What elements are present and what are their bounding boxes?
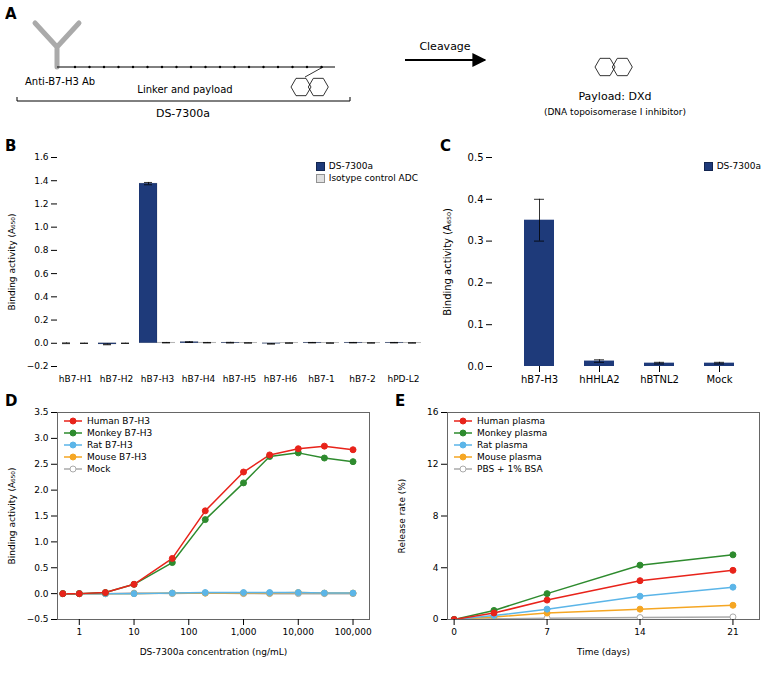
svg-text:0.1: 0.1 bbox=[468, 319, 484, 330]
html-text:E: E bbox=[395, 392, 406, 410]
svg-text:0.2: 0.2 bbox=[468, 277, 484, 288]
svg-text:0.4: 0.4 bbox=[34, 292, 49, 302]
svg-text:−0.5: −0.5 bbox=[27, 614, 49, 624]
svg-text:12: 12 bbox=[427, 459, 438, 469]
svg-text:0.5: 0.5 bbox=[468, 152, 484, 163]
svg-text:Payload: DXd: Payload: DXd bbox=[578, 90, 651, 103]
svg-text:(DNA topoisomerase I inhibitor: (DNA topoisomerase I inhibitor) bbox=[544, 107, 686, 117]
html-text:Monkey plasma: Monkey plasma bbox=[477, 428, 548, 438]
svg-text:0.6: 0.6 bbox=[34, 268, 49, 278]
svg-text:Anti-B7-H3 Ab: Anti-B7-H3 Ab bbox=[25, 76, 95, 87]
html-text:C: C bbox=[440, 137, 451, 155]
html-text:DS-7300a: DS-7300a bbox=[328, 161, 374, 171]
html-text:DS-7300a: DS-7300a bbox=[716, 161, 761, 171]
svg-text:4: 4 bbox=[433, 563, 439, 573]
svg-text:hB7-H2: hB7-H2 bbox=[100, 374, 133, 384]
svg-text:0.2: 0.2 bbox=[34, 315, 48, 325]
svg-text:0.0: 0.0 bbox=[468, 361, 484, 372]
svg-text:Linker and payload: Linker and payload bbox=[137, 84, 232, 95]
html-text:Mouse B7-H3: Mouse B7-H3 bbox=[87, 452, 147, 462]
svg-text:0.3: 0.3 bbox=[468, 235, 484, 246]
svg-text:0: 0 bbox=[451, 627, 457, 637]
svg-text:1.0: 1.0 bbox=[34, 222, 49, 232]
svg-text:hB7-H6: hB7-H6 bbox=[264, 374, 298, 384]
svg-text:2.0: 2.0 bbox=[34, 485, 49, 495]
html-text:Monkey B7-H3: Monkey B7-H3 bbox=[87, 428, 153, 438]
svg-text:hB7-H4: hB7-H4 bbox=[182, 374, 216, 384]
svg-text:0.0: 0.0 bbox=[34, 589, 49, 599]
svg-text:0.0: 0.0 bbox=[34, 338, 49, 348]
svg-text:Time (days): Time (days) bbox=[576, 647, 630, 657]
svg-text:10,000: 10,000 bbox=[283, 627, 315, 637]
svg-text:14: 14 bbox=[634, 627, 646, 637]
svg-text:DS-7300a concentration (ng/mL): DS-7300a concentration (ng/mL) bbox=[140, 647, 288, 657]
svg-text:Binding activity (A₆₅₀): Binding activity (A₆₅₀) bbox=[7, 214, 17, 311]
svg-text:Binding activity (A₆₅₀): Binding activity (A₆₅₀) bbox=[442, 208, 453, 316]
html-text:D: D bbox=[5, 392, 18, 410]
html-text:Human B7-H3: Human B7-H3 bbox=[87, 416, 150, 426]
html-text:A: A bbox=[5, 5, 17, 23]
svg-text:1.2: 1.2 bbox=[34, 199, 48, 209]
svg-text:hB7-H3: hB7-H3 bbox=[521, 374, 558, 385]
svg-text:0.5: 0.5 bbox=[34, 563, 48, 573]
svg-text:100: 100 bbox=[180, 627, 197, 637]
svg-text:Binding activity (A₆₅₀): Binding activity (A₆₅₀) bbox=[7, 468, 17, 565]
svg-text:hBTNL2: hBTNL2 bbox=[640, 374, 679, 385]
svg-text:3.0: 3.0 bbox=[34, 433, 49, 443]
svg-text:7: 7 bbox=[544, 627, 550, 637]
svg-text:3.5: 3.5 bbox=[34, 407, 48, 417]
html-text:Rat plasma: Rat plasma bbox=[477, 440, 528, 450]
svg-text:2.5: 2.5 bbox=[34, 459, 48, 469]
svg-text:1.0: 1.0 bbox=[34, 537, 49, 547]
svg-text:−0.2: −0.2 bbox=[27, 361, 49, 371]
svg-text:Cleavage: Cleavage bbox=[419, 40, 470, 53]
svg-text:0.8: 0.8 bbox=[34, 245, 49, 255]
svg-text:1.6: 1.6 bbox=[34, 152, 49, 162]
svg-text:1.5: 1.5 bbox=[34, 511, 48, 521]
svg-text:hPD-L2: hPD-L2 bbox=[387, 374, 419, 384]
svg-text:Release rate (%): Release rate (%) bbox=[397, 479, 407, 554]
svg-text:16: 16 bbox=[427, 407, 439, 417]
svg-text:hB7-1: hB7-1 bbox=[308, 374, 335, 384]
svg-text:1.4: 1.4 bbox=[34, 176, 49, 186]
html-text:Mouse plasma: Mouse plasma bbox=[477, 452, 542, 462]
html-text:Rat B7-H3: Rat B7-H3 bbox=[87, 440, 133, 450]
html-text:Mock: Mock bbox=[87, 464, 111, 474]
html-text:Human plasma: Human plasma bbox=[477, 416, 545, 426]
html-text:Isotype control ADC: Isotype control ADC bbox=[328, 173, 418, 183]
svg-text:DS-7300a: DS-7300a bbox=[156, 107, 210, 120]
svg-text:0.4: 0.4 bbox=[468, 194, 484, 205]
html-text:B: B bbox=[5, 137, 17, 155]
svg-text:1,000: 1,000 bbox=[231, 627, 257, 637]
svg-text:1: 1 bbox=[76, 627, 82, 637]
svg-text:0: 0 bbox=[433, 614, 439, 624]
svg-text:hHHLA2: hHHLA2 bbox=[579, 374, 619, 385]
svg-text:hB7-H3: hB7-H3 bbox=[141, 374, 174, 384]
svg-text:hB7-H5: hB7-H5 bbox=[223, 374, 256, 384]
svg-text:10: 10 bbox=[128, 627, 140, 637]
html-text:PBS + 1% BSA: PBS + 1% BSA bbox=[477, 464, 543, 474]
svg-text:hB7-2: hB7-2 bbox=[349, 374, 376, 384]
svg-text:hB7-H1: hB7-H1 bbox=[59, 374, 92, 384]
svg-text:100,000: 100,000 bbox=[334, 627, 371, 637]
svg-text:Mock: Mock bbox=[706, 374, 732, 385]
svg-text:8: 8 bbox=[433, 511, 439, 521]
svg-text:21: 21 bbox=[727, 627, 738, 637]
